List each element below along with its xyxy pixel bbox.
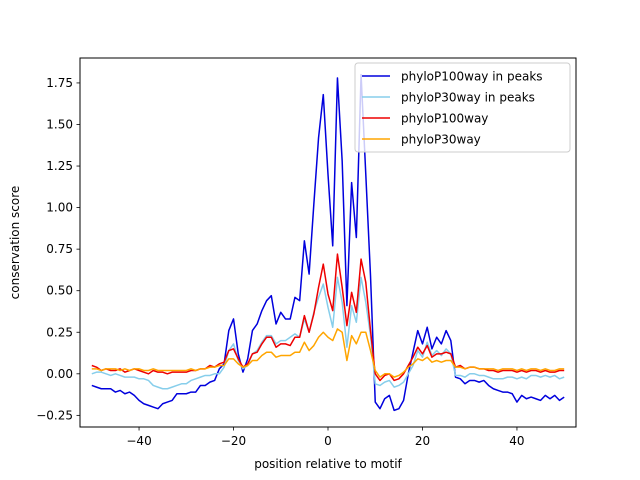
y-tick-label: 1.00 [46,201,73,215]
y-axis-ticks: −0.25 0.00 0.25 0.50 0.75 1.00 1.25 1.50 1.75 [36,76,80,422]
y-tick-label: 1.50 [46,117,73,131]
x-tick-label: 40 [509,434,524,448]
y-tick-label: 0.25 [46,325,73,339]
y-tick-label: 0.50 [46,284,73,298]
y-tick-label: 0.00 [46,367,73,381]
x-axis-ticks: −40 −20 0 20 40 [126,427,525,448]
y-tick-label: 0.75 [46,242,73,256]
legend-label-0: phyloP100way in peaks [401,70,543,84]
series-line-0 [91,73,565,412]
series-line-3 [91,328,565,378]
x-axis-label: position relative to motif [254,457,402,471]
series-lines [91,73,565,412]
series-line-1 [91,276,565,390]
y-tick-label: −0.25 [36,408,73,422]
legend: phyloP100way in peaks phyloP30way in peak… [354,62,571,153]
x-tick-label: 20 [415,434,430,448]
y-tick-label: 1.75 [46,76,73,90]
legend-label-3: phyloP30way [401,133,481,147]
legend-label-1: phyloP30way in peaks [401,91,535,105]
x-tick-label: −40 [126,434,151,448]
x-tick-label: 0 [324,434,332,448]
y-axis-label: conservation score [8,186,22,300]
legend-label-2: phyloP100way [401,112,488,126]
series-line-2 [91,253,565,382]
x-tick-label: −20 [221,434,246,448]
legend-box [354,62,571,153]
y-tick-label: 1.25 [46,159,73,173]
